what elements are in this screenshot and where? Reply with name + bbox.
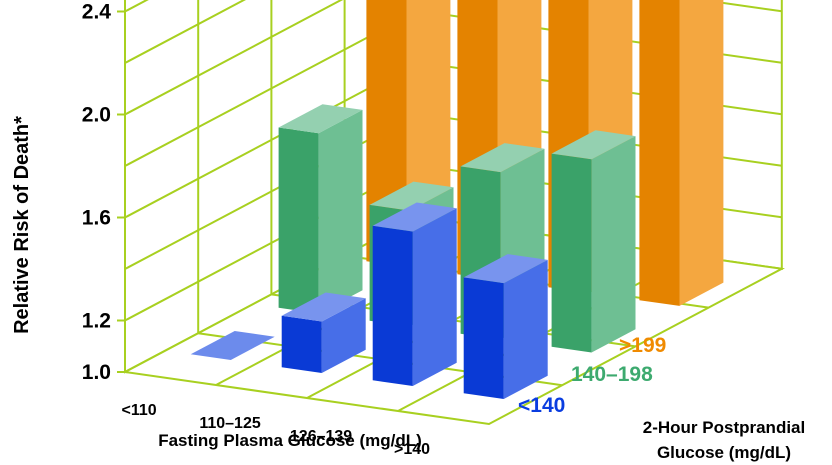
bar-<140-<110 — [190, 331, 275, 360]
x-tick-label: 126–139 — [290, 428, 352, 445]
bar-base — [190, 331, 275, 360]
bar-<140-110–125 — [281, 292, 366, 373]
bar-side — [503, 259, 548, 399]
y-axis-title: Relative Risk of Death* — [11, 116, 33, 334]
bar-top — [460, 143, 545, 173]
bar-top — [281, 292, 366, 322]
x-axis-title: Fasting Plasma Glucose (mg/dL) — [158, 431, 422, 450]
chart-labels: 1.0 1.2 1.6 2.0 2.4 <110 110–125 126–139 >140 >19… — [11, 1, 805, 463]
y-tick-label: 1.2 — [82, 310, 111, 333]
bar-front — [281, 315, 322, 373]
bar-side — [321, 298, 366, 373]
bar-front — [639, 0, 680, 306]
bar->199->140 — [639, 0, 724, 306]
gridline — [124, 0, 782, 116]
y-tick-label: 1.0 — [82, 361, 111, 384]
y-tick-label: 2.0 — [82, 104, 111, 127]
bar-side — [591, 136, 636, 353]
bar-side — [412, 208, 457, 386]
bar-top — [372, 202, 457, 232]
depth-axis-title: Glucose (mg/dL) — [657, 443, 791, 462]
bar-top — [369, 181, 454, 211]
y-tick-label: 1.6 — [82, 207, 111, 230]
gridline — [124, 0, 246, 64]
series-label: <140 — [518, 394, 565, 417]
bar-front — [551, 153, 592, 353]
bar-front — [372, 225, 413, 386]
x-tick-label: 110–125 — [199, 415, 261, 432]
bar-<140->140 — [463, 254, 548, 399]
x-tick-label: >140 — [394, 441, 430, 458]
x-tick-label: <110 — [121, 402, 156, 419]
bar-front — [463, 277, 504, 399]
bar-side — [679, 0, 724, 306]
bar-140–198-<110 — [278, 104, 363, 314]
series-label: >199 — [619, 334, 666, 357]
bar-140–198->140 — [551, 130, 636, 353]
y-tick-label: 2.4 — [82, 1, 112, 24]
bar-side — [318, 109, 363, 314]
bar-<140-126–139 — [372, 202, 457, 386]
chart-bars — [190, 0, 724, 399]
bar-top — [278, 104, 363, 134]
bar-top — [463, 254, 548, 284]
bar-top — [551, 130, 636, 160]
bar-front — [278, 127, 319, 314]
series-label: 140–198 — [571, 363, 653, 386]
depth-axis-title: 2-Hour Postprandial — [643, 418, 805, 437]
